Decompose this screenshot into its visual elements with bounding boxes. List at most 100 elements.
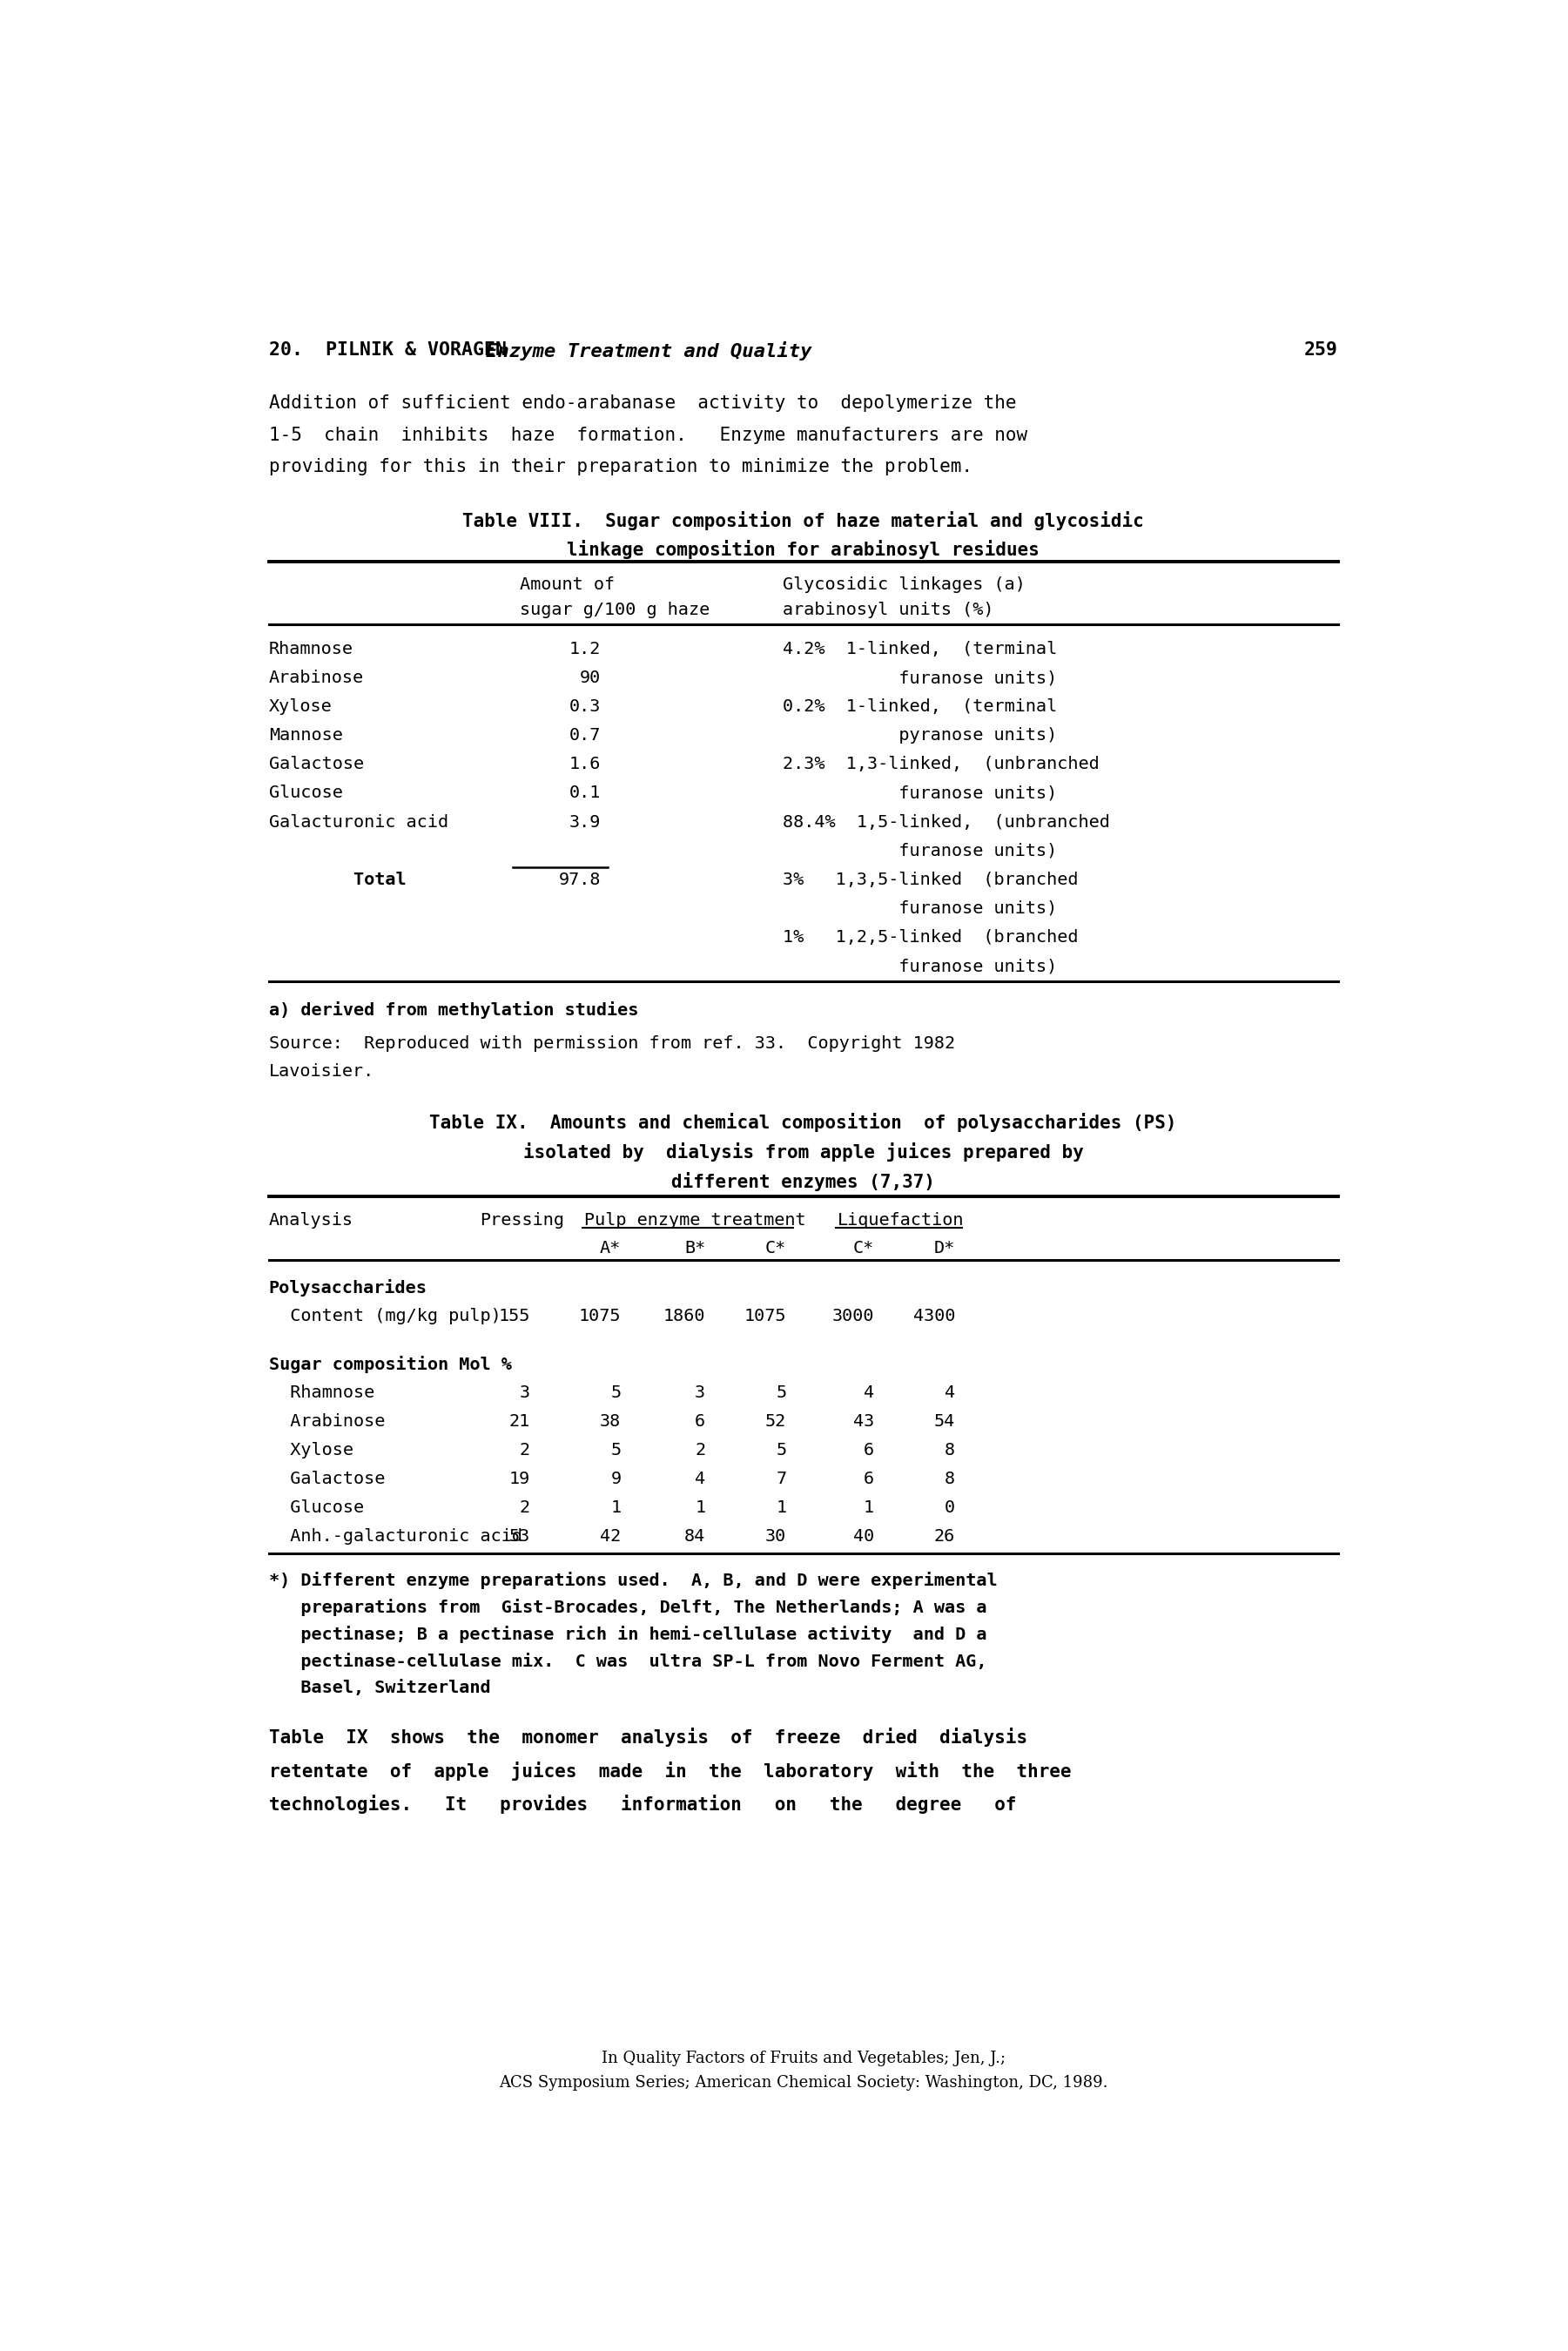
Text: 3000: 3000 bbox=[833, 1307, 873, 1324]
Text: technologies.   It   provides   information   on   the   degree   of: technologies. It provides information on… bbox=[268, 1794, 1016, 1815]
Text: 26: 26 bbox=[935, 1528, 955, 1545]
Text: arabinosyl units (%): arabinosyl units (%) bbox=[782, 602, 994, 618]
Text: D*: D* bbox=[935, 1241, 955, 1258]
Text: Content (mg/kg pulp): Content (mg/kg pulp) bbox=[268, 1307, 502, 1324]
Text: Analysis: Analysis bbox=[268, 1213, 353, 1230]
Text: 1%   1,2,5-linked  (branched: 1% 1,2,5-linked (branched bbox=[782, 929, 1079, 945]
Text: Source:  Reproduced with permission from ref. 33.  Copyright 1982: Source: Reproduced with permission from … bbox=[268, 1034, 955, 1051]
Text: linkage composition for arabinosyl residues: linkage composition for arabinosyl resid… bbox=[568, 541, 1040, 560]
Text: 5: 5 bbox=[610, 1385, 621, 1401]
Text: Anh.-galacturonic acid: Anh.-galacturonic acid bbox=[268, 1528, 522, 1545]
Text: furanose units): furanose units) bbox=[782, 785, 1057, 802]
Text: 2.3%  1,3-linked,  (unbranched: 2.3% 1,3-linked, (unbranched bbox=[782, 757, 1099, 773]
Text: 21: 21 bbox=[510, 1413, 530, 1429]
Text: different enzymes (7,37): different enzymes (7,37) bbox=[671, 1171, 935, 1192]
Text: 5: 5 bbox=[610, 1441, 621, 1458]
Text: isolated by  dialysis from apple juices prepared by: isolated by dialysis from apple juices p… bbox=[524, 1143, 1083, 1161]
Text: 40: 40 bbox=[853, 1528, 873, 1545]
Text: 1075: 1075 bbox=[745, 1307, 787, 1324]
Text: A*: A* bbox=[601, 1241, 621, 1258]
Text: 0.7: 0.7 bbox=[569, 726, 601, 743]
Text: Rhamnose: Rhamnose bbox=[268, 642, 353, 658]
Text: furanose units): furanose units) bbox=[782, 900, 1057, 917]
Text: Pressing: Pressing bbox=[480, 1213, 564, 1230]
Text: sugar g/100 g haze: sugar g/100 g haze bbox=[521, 602, 710, 618]
Text: 43: 43 bbox=[853, 1413, 873, 1429]
Text: 6: 6 bbox=[864, 1472, 873, 1488]
Text: retentate  of  apple  juices  made  in  the  laboratory  with  the  three: retentate of apple juices made in the la… bbox=[268, 1761, 1071, 1780]
Text: 1.6: 1.6 bbox=[569, 757, 601, 773]
Text: 1.2: 1.2 bbox=[569, 642, 601, 658]
Text: preparations from  Gist-Brocades, Delft, The Netherlands; A was a: preparations from Gist-Brocades, Delft, … bbox=[268, 1599, 986, 1617]
Text: 0: 0 bbox=[944, 1500, 955, 1516]
Text: pectinase; B a pectinase rich in hemi-cellulase activity  and D a: pectinase; B a pectinase rich in hemi-ce… bbox=[268, 1627, 986, 1643]
Text: 52: 52 bbox=[765, 1413, 787, 1429]
Text: 42: 42 bbox=[601, 1528, 621, 1545]
Text: Rhamnose: Rhamnose bbox=[268, 1385, 375, 1401]
Text: B*: B* bbox=[684, 1241, 706, 1258]
Text: 3.9: 3.9 bbox=[569, 813, 601, 830]
Text: Glycosidic linkages (a): Glycosidic linkages (a) bbox=[782, 576, 1025, 592]
Text: 1-5  chain  inhibits  haze  formation.   Enzyme manufacturers are now: 1-5 chain inhibits haze formation. Enzym… bbox=[268, 426, 1027, 444]
Text: Galactose: Galactose bbox=[268, 757, 364, 773]
Text: 20.  PILNIK & VORAGEN: 20. PILNIK & VORAGEN bbox=[268, 341, 506, 360]
Text: 0.2%  1-linked,  (terminal: 0.2% 1-linked, (terminal bbox=[782, 698, 1057, 715]
Text: 8: 8 bbox=[944, 1472, 955, 1488]
Text: 2: 2 bbox=[519, 1500, 530, 1516]
Text: *) Different enzyme preparations used.  A, B, and D were experimental: *) Different enzyme preparations used. A… bbox=[268, 1573, 997, 1589]
Text: 1860: 1860 bbox=[663, 1307, 706, 1324]
Text: 6: 6 bbox=[695, 1413, 706, 1429]
Text: Polysaccharides: Polysaccharides bbox=[268, 1279, 426, 1295]
Text: 5: 5 bbox=[776, 1385, 787, 1401]
Text: Arabinose: Arabinose bbox=[268, 1413, 386, 1429]
Text: 6: 6 bbox=[864, 1441, 873, 1458]
Text: Lavoisier.: Lavoisier. bbox=[268, 1063, 375, 1079]
Text: 3: 3 bbox=[519, 1385, 530, 1401]
Text: Glucose: Glucose bbox=[268, 785, 343, 802]
Text: Mannose: Mannose bbox=[268, 726, 343, 743]
Text: pyranose units): pyranose units) bbox=[782, 726, 1057, 743]
Text: 1: 1 bbox=[776, 1500, 787, 1516]
Text: 4300: 4300 bbox=[913, 1307, 955, 1324]
Text: C*: C* bbox=[853, 1241, 873, 1258]
Text: 54: 54 bbox=[935, 1413, 955, 1429]
Text: 84: 84 bbox=[684, 1528, 706, 1545]
Text: 90: 90 bbox=[580, 670, 601, 686]
Text: pectinase-cellulase mix.  C was  ultra SP-L from Novo Ferment AG,: pectinase-cellulase mix. C was ultra SP-… bbox=[268, 1653, 986, 1669]
Text: 2: 2 bbox=[519, 1441, 530, 1458]
Text: 97.8: 97.8 bbox=[558, 872, 601, 889]
Text: 7: 7 bbox=[776, 1472, 787, 1488]
Text: Total: Total bbox=[268, 872, 406, 889]
Text: furanose units): furanose units) bbox=[782, 670, 1057, 686]
Text: Xylose: Xylose bbox=[268, 698, 332, 715]
Text: 5: 5 bbox=[776, 1441, 787, 1458]
Text: In Quality Factors of Fruits and Vegetables; Jen, J.;: In Quality Factors of Fruits and Vegetab… bbox=[601, 2050, 1005, 2067]
Text: 3%   1,3,5-linked  (branched: 3% 1,3,5-linked (branched bbox=[782, 872, 1079, 889]
Text: Amount of: Amount of bbox=[521, 576, 615, 592]
Text: Galactose: Galactose bbox=[268, 1472, 386, 1488]
Text: Pulp enzyme treatment: Pulp enzyme treatment bbox=[583, 1213, 806, 1230]
Text: 1: 1 bbox=[695, 1500, 706, 1516]
Text: 1075: 1075 bbox=[579, 1307, 621, 1324]
Text: 30: 30 bbox=[765, 1528, 787, 1545]
Text: 4.2%  1-linked,  (terminal: 4.2% 1-linked, (terminal bbox=[782, 642, 1057, 658]
Text: Basel, Switzerland: Basel, Switzerland bbox=[268, 1679, 491, 1695]
Text: providing for this in their preparation to minimize the problem.: providing for this in their preparation … bbox=[268, 458, 972, 475]
Text: Glucose: Glucose bbox=[268, 1500, 364, 1516]
Text: Galacturonic acid: Galacturonic acid bbox=[268, 813, 448, 830]
Text: 4: 4 bbox=[944, 1385, 955, 1401]
Text: ACS Symposium Series; American Chemical Society: Washington, DC, 1989.: ACS Symposium Series; American Chemical … bbox=[499, 2076, 1107, 2090]
Text: 0.3: 0.3 bbox=[569, 698, 601, 715]
Text: C*: C* bbox=[765, 1241, 787, 1258]
Text: 38: 38 bbox=[601, 1413, 621, 1429]
Text: Sugar composition Mol %: Sugar composition Mol % bbox=[268, 1357, 511, 1373]
Text: 53: 53 bbox=[510, 1528, 530, 1545]
Text: 9: 9 bbox=[610, 1472, 621, 1488]
Text: furanose units): furanose units) bbox=[782, 842, 1057, 858]
Text: 1: 1 bbox=[864, 1500, 873, 1516]
Text: 3: 3 bbox=[695, 1385, 706, 1401]
Text: 1: 1 bbox=[610, 1500, 621, 1516]
Text: 2: 2 bbox=[695, 1441, 706, 1458]
Text: Xylose: Xylose bbox=[268, 1441, 353, 1458]
Text: 19: 19 bbox=[510, 1472, 530, 1488]
